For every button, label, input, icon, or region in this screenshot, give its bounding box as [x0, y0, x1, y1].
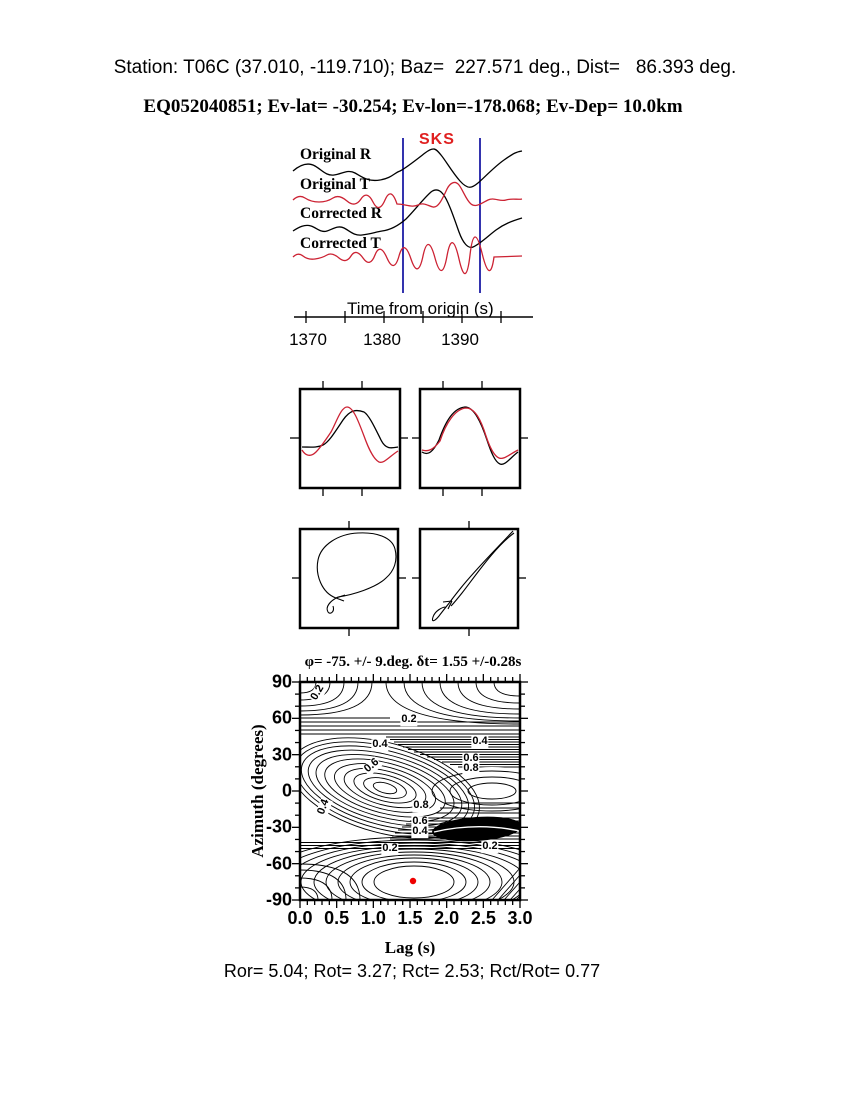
x-axis-label: Lag (s): [384, 938, 436, 957]
lag-tick-label: 0.0: [287, 908, 313, 928]
phase-label: SKS: [419, 131, 455, 148]
event-info-line: EQ052040851; Ev-lat= -30.254; Ev-lon=-17…: [143, 96, 683, 117]
component-pulse-plots: [290, 381, 528, 496]
lag-tick-label: 2.0: [434, 908, 460, 928]
radial-traces: [292, 148, 523, 249]
contour-level-label: 0.6: [411, 815, 429, 828]
waveform-plot: [292, 138, 533, 323]
contour-level-label: 0.4: [411, 825, 429, 838]
time-axis-label: Time from origin (s): [347, 299, 494, 318]
contour-level-label: 0.8: [412, 799, 430, 812]
contour-canvas: [292, 674, 528, 908]
box-frames: [298, 527, 520, 630]
contour-level-label: 0.6: [462, 752, 480, 765]
lag-tick-label: 1.5: [397, 908, 423, 928]
azimuth-tick-label: 90: [271, 671, 292, 692]
time-tick-label: 1390: [441, 330, 479, 349]
contour-axis-ticks: [292, 674, 528, 908]
error-surface-plot: 0.2 0.2 0.4 0.4 0.6 0.8 0.6 0.4 0.8 0.6 0.4 0.2 0.2 …: [240, 655, 550, 975]
time-tick-label: 1370: [289, 330, 327, 349]
contour-level-label: 0.4: [471, 735, 489, 748]
contour-level-label: 0.8: [462, 762, 480, 775]
azimuth-tick-label: 0: [281, 780, 292, 801]
trace-label: Original T: [300, 176, 370, 193]
contour-level-label: 0.2: [481, 840, 499, 853]
best-fit-dot: [409, 877, 417, 885]
contour-level-label: 0.4: [371, 738, 389, 751]
azimuth-tick-label: 30: [271, 744, 292, 765]
time-axis-ticks: [305, 311, 502, 323]
trace-label: Original R: [300, 146, 372, 163]
azimuth-tick-label: -90: [265, 889, 292, 910]
lag-tick-label: 0.5: [324, 908, 350, 928]
lag-tick-label: 1.0: [360, 908, 386, 928]
lag-tick-label: 2.5: [470, 908, 496, 928]
azimuth-tick-label: -60: [265, 853, 292, 874]
stats-line: Ror= 5.04; Rot= 3.27; Rct= 2.53; Rct/Rot…: [223, 961, 601, 981]
box-ticks: [292, 521, 526, 636]
slow-component: [301, 406, 519, 463]
contour-lines: [300, 682, 520, 900]
trace-label: Corrected T: [300, 235, 381, 252]
time-tick-labels: 1370 1380 1390: [280, 330, 545, 352]
azimuth-tick-label: -30: [265, 816, 292, 837]
azimuth-tick-label: 60: [271, 707, 292, 728]
contour-level-label: 0.2: [381, 842, 399, 855]
particle-motion-plots: [292, 521, 526, 636]
trace-label: Corrected R: [300, 205, 382, 222]
trace-labels: Original R Original T Corrected R Corrected…: [300, 146, 420, 256]
window-lines: [402, 138, 481, 293]
time-tick-label: 1380: [363, 330, 401, 349]
splitting-result-title: φ= -75. +/- 9.deg. δt= 1.55 +/-0.28s: [304, 654, 522, 670]
particle-motion-paths: [316, 530, 515, 622]
station-info-line: Station: T06C (37.010, -119.710); Baz= 2…: [113, 57, 737, 78]
transverse-traces: [292, 181, 523, 275]
lag-tick-label: 3.0: [507, 908, 533, 928]
box-ticks: [290, 381, 528, 496]
contour-level-label: 0.2: [400, 713, 418, 726]
